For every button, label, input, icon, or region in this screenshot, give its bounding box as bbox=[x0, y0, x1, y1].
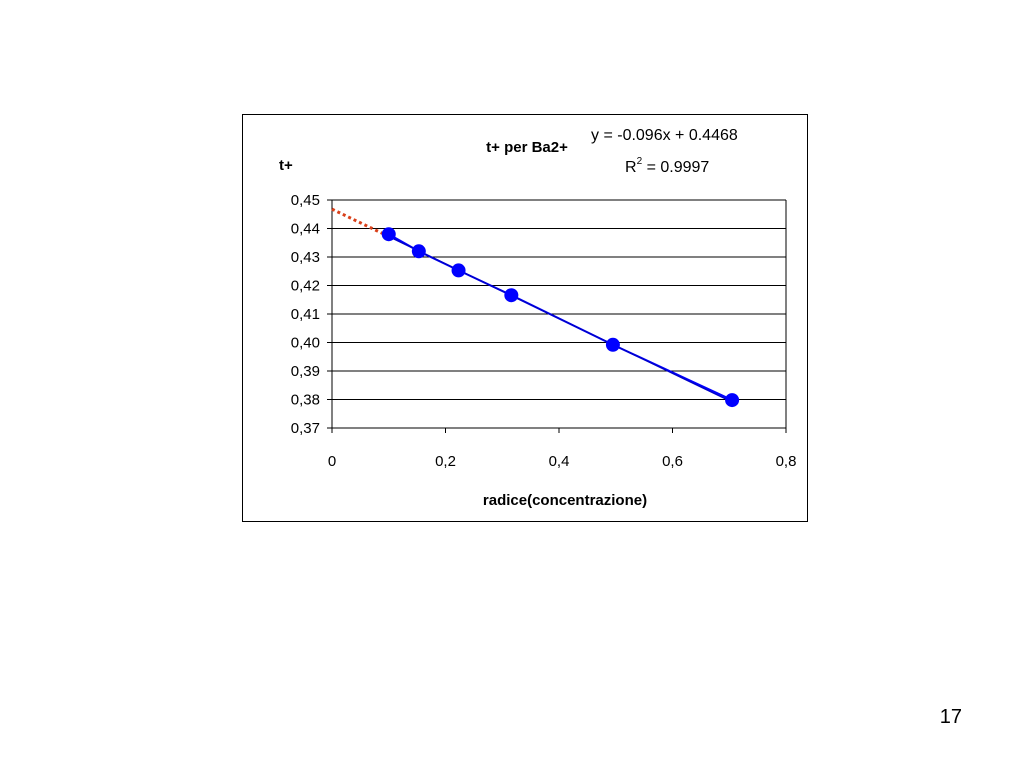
chart-svg: t+ per Ba2+ t+ radice(concentrazione) y … bbox=[279, 127, 797, 509]
data-point bbox=[725, 393, 740, 408]
r-squared-prefix: R bbox=[625, 159, 637, 176]
y-tick-label: 0,39 bbox=[291, 363, 320, 380]
y-tick-label: 0,38 bbox=[291, 392, 320, 409]
data-point bbox=[381, 227, 396, 242]
r-squared-exponent: 2 bbox=[637, 156, 643, 167]
x-axis-label: radice(concentrazione) bbox=[483, 492, 647, 509]
data-point bbox=[411, 244, 426, 259]
data-point bbox=[605, 337, 620, 352]
x-tick-label: 0 bbox=[328, 453, 336, 470]
chart-frame: t+ per Ba2+ t+ radice(concentrazione) y … bbox=[242, 114, 808, 522]
y-tick-label: 0,41 bbox=[291, 306, 320, 323]
y-tick-label: 0,43 bbox=[291, 249, 320, 266]
slide-number: 17 bbox=[939, 706, 962, 728]
x-tick-label: 0,2 bbox=[435, 453, 456, 470]
chart-title: t+ per Ba2+ bbox=[486, 139, 568, 156]
y-tick-label: 0,37 bbox=[291, 420, 320, 437]
y-tick-label: 0,44 bbox=[291, 221, 320, 238]
x-tick-label: 0,6 bbox=[662, 453, 683, 470]
trendline-fit bbox=[388, 235, 733, 403]
y-tick-label: 0,42 bbox=[291, 278, 320, 295]
y-tick-label: 0,40 bbox=[291, 335, 320, 352]
data-point bbox=[451, 263, 466, 278]
data-point bbox=[504, 288, 519, 303]
x-tick-label: 0,4 bbox=[549, 453, 570, 470]
y-tick-label: 0,45 bbox=[291, 192, 320, 209]
plot-area: 0,37 0,38 0,39 0,40 0,41 0,42 0,43 0,44 0,45 0 0,2… bbox=[291, 192, 797, 470]
trendline-equation: y = -0.096x + 0.4468 bbox=[591, 127, 738, 144]
trendline-extrapolation bbox=[331, 207, 390, 238]
x-tick-label: 0,8 bbox=[776, 453, 797, 470]
r-squared-value: = 0.9997 bbox=[642, 159, 709, 176]
y-axis-label: t+ bbox=[279, 157, 293, 174]
trendline-r-squared: R2 = 0.9997 bbox=[625, 156, 709, 176]
